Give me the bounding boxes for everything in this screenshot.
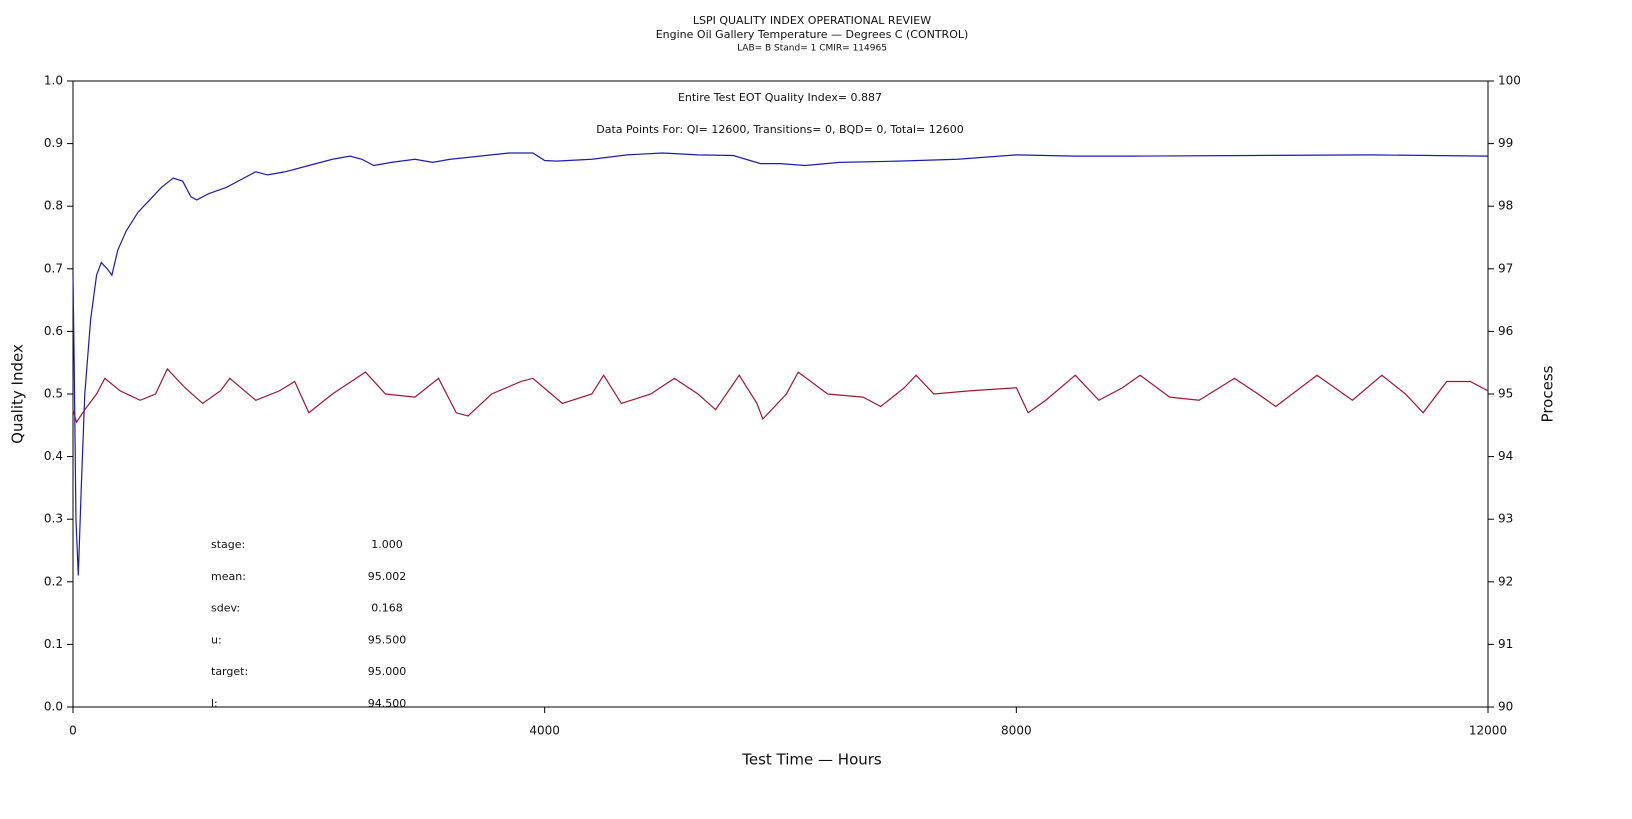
- chart-title: LSPI QUALITY INDEX OPERATIONAL REVIEW: [693, 14, 931, 27]
- y-tick-label: 0.1: [44, 637, 63, 651]
- stat-label: target:: [211, 665, 248, 678]
- stat-value: 0.168: [371, 602, 403, 615]
- line-series: [72, 152, 1489, 576]
- y-tick-label: 0.7: [44, 261, 63, 275]
- stat-label: sdev:: [211, 602, 240, 615]
- y-tick-label: 0.2: [44, 574, 63, 588]
- x-tick-label: 12000: [1469, 724, 1507, 738]
- y-tick-label: 0.6: [44, 324, 63, 338]
- y-tick-label: 0.3: [44, 512, 63, 526]
- y-tick-label: 0.9: [44, 136, 63, 150]
- y-tick-label: 0.4: [44, 449, 63, 463]
- x-tick-label: 0: [69, 724, 77, 738]
- y-tick-label: 1.0: [44, 74, 63, 88]
- stat-value: 95.002: [368, 570, 407, 583]
- x-axis-title: Test Time — Hours: [741, 751, 882, 769]
- y2-tick-label: 93: [1498, 512, 1513, 526]
- y-tick-label: 0.5: [44, 387, 63, 401]
- y2-tick-label: 90: [1498, 700, 1513, 714]
- annotation: Data Points For: QI= 12600, Transitions=…: [596, 123, 964, 136]
- stat-value: 95.500: [368, 633, 407, 646]
- y2-tick-label: 97: [1498, 261, 1513, 275]
- stat-value: 1.000: [371, 538, 403, 551]
- y-tick-label: 0.0: [44, 700, 63, 714]
- x-tick-label: 8000: [1001, 724, 1032, 738]
- x-tick-label: 4000: [529, 724, 560, 738]
- y2-tick-label: 98: [1498, 199, 1513, 213]
- y2-tick-label: 91: [1498, 637, 1513, 651]
- y2-axis-title: Process: [1539, 365, 1557, 422]
- y2-tick-label: 99: [1498, 136, 1513, 150]
- plot-frame: [72, 80, 1489, 708]
- chart-caption: LAB= B Stand= 1 CMIR= 114965: [737, 44, 887, 54]
- y2-tick-label: 92: [1498, 574, 1513, 588]
- stat-label: mean:: [211, 570, 246, 583]
- stat-label: u:: [211, 633, 222, 646]
- y2-tick-label: 100: [1498, 74, 1521, 88]
- stat-label: stage:: [211, 538, 245, 551]
- stat-label: l:: [211, 697, 218, 710]
- chart-subtitle: Engine Oil Gallery Temperature — Degrees…: [656, 28, 969, 41]
- y2-tick-label: 94: [1498, 449, 1513, 463]
- stat-value: 95.000: [368, 665, 407, 678]
- annotation: Entire Test EOT Quality Index= 0.887: [678, 91, 882, 104]
- line-series: [72, 367, 1489, 424]
- y-axis-title: Quality Index: [9, 344, 27, 444]
- y2-tick-label: 96: [1498, 324, 1513, 338]
- y2-tick-label: 95: [1498, 387, 1513, 401]
- y-tick-label: 0.8: [44, 199, 63, 213]
- stat-value: 94.500: [368, 697, 407, 710]
